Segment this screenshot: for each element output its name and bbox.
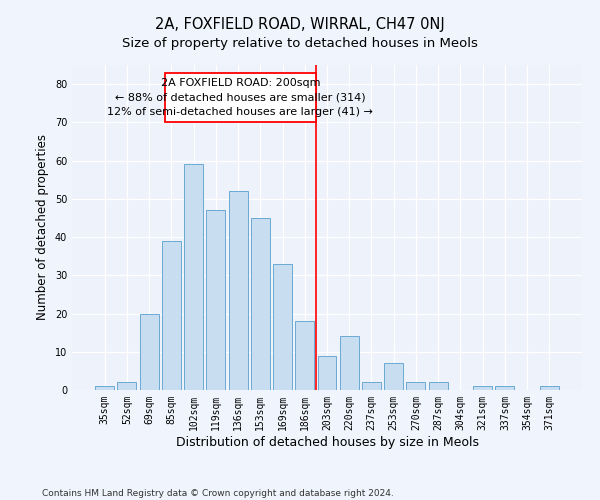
- Bar: [295, 321, 314, 390]
- Text: Contains HM Land Registry data © Crown copyright and database right 2024.: Contains HM Land Registry data © Crown c…: [42, 488, 394, 498]
- Bar: [206, 210, 225, 390]
- Bar: [251, 218, 270, 390]
- Text: ← 88% of detached houses are smaller (314): ← 88% of detached houses are smaller (31…: [115, 92, 365, 102]
- X-axis label: Distribution of detached houses by size in Meols: Distribution of detached houses by size …: [176, 436, 479, 448]
- Text: 12% of semi-detached houses are larger (41) →: 12% of semi-detached houses are larger (…: [107, 107, 373, 117]
- Bar: [496, 386, 514, 390]
- Text: 2A FOXFIELD ROAD: 200sqm: 2A FOXFIELD ROAD: 200sqm: [161, 78, 320, 88]
- Bar: [184, 164, 203, 390]
- Bar: [140, 314, 158, 390]
- Bar: [473, 386, 492, 390]
- Text: Size of property relative to detached houses in Meols: Size of property relative to detached ho…: [122, 38, 478, 51]
- Bar: [340, 336, 359, 390]
- Bar: [95, 386, 114, 390]
- Bar: [229, 191, 248, 390]
- Bar: [362, 382, 381, 390]
- Bar: [273, 264, 292, 390]
- FancyBboxPatch shape: [164, 72, 316, 122]
- Bar: [384, 363, 403, 390]
- Text: 2A, FOXFIELD ROAD, WIRRAL, CH47 0NJ: 2A, FOXFIELD ROAD, WIRRAL, CH47 0NJ: [155, 18, 445, 32]
- Bar: [317, 356, 337, 390]
- Bar: [118, 382, 136, 390]
- Bar: [540, 386, 559, 390]
- Y-axis label: Number of detached properties: Number of detached properties: [36, 134, 49, 320]
- Bar: [429, 382, 448, 390]
- Bar: [162, 241, 181, 390]
- Bar: [406, 382, 425, 390]
